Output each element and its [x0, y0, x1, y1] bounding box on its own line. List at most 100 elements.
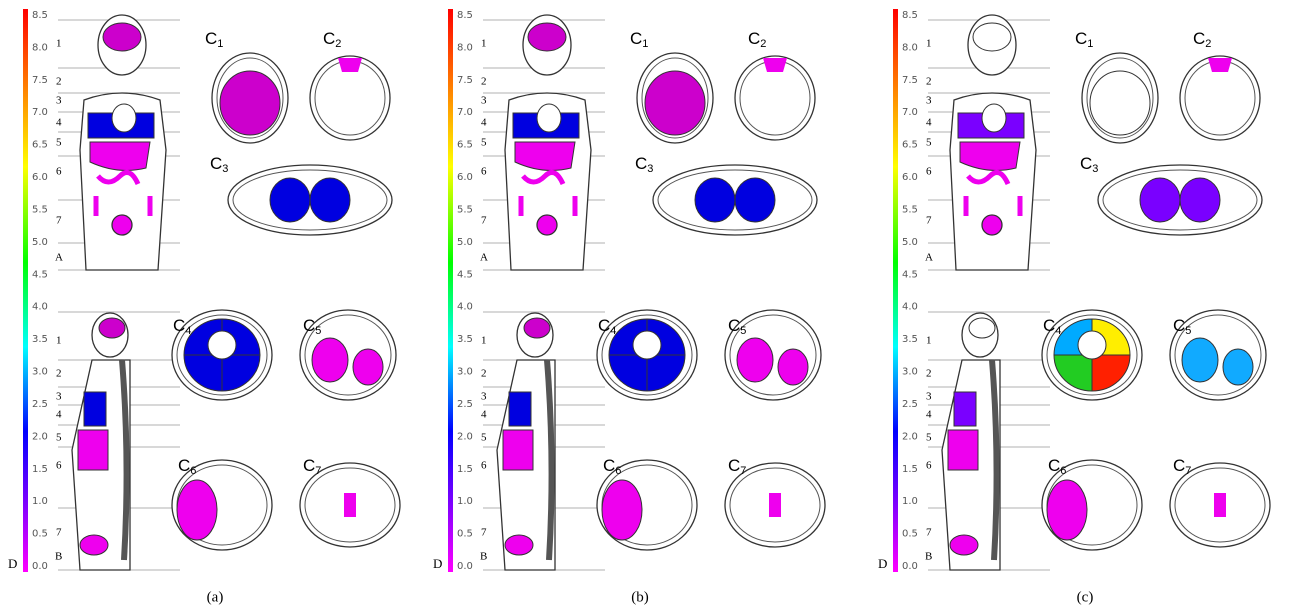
pelvis [80, 535, 108, 555]
scale-label: 1.5 [32, 464, 48, 475]
section-letter: C [1048, 456, 1060, 475]
scale-label: 8.0 [902, 42, 918, 53]
section-sub: 3 [647, 163, 653, 175]
color-scale [448, 9, 453, 572]
scale-label: 2.0 [902, 431, 918, 442]
scale-label: 8.5 [32, 10, 48, 21]
section-letter: C [630, 29, 642, 48]
pelvis [537, 215, 557, 235]
section-letter: C [303, 316, 315, 335]
row-label: 3 [481, 391, 487, 403]
scale-label: 5.0 [32, 237, 48, 248]
section-letter: C [178, 456, 190, 475]
section-sub: 1 [1087, 38, 1093, 50]
scale-label: 7.0 [457, 107, 473, 118]
view-letter: A [925, 252, 933, 264]
figure: 0.00.51.01.52.02.53.03.54.04.55.05.56.06… [0, 0, 1289, 611]
organ [344, 493, 356, 517]
lung [1180, 178, 1220, 222]
row-label: 6 [926, 460, 932, 472]
row-label: 1 [56, 335, 62, 347]
scale-label: 1.5 [902, 464, 918, 475]
section-sub: 7 [315, 465, 321, 477]
section-label: C3 [635, 154, 653, 174]
scale-label: 0.0 [457, 561, 473, 572]
row-label: 1 [926, 335, 932, 347]
section-sub: 7 [740, 465, 746, 477]
scale-label: 1.0 [32, 496, 48, 507]
row-label: 7 [56, 527, 62, 539]
row-label: 6 [481, 166, 487, 178]
section-letter: C [728, 456, 740, 475]
scale-label: 1.0 [457, 496, 473, 507]
scale-label: 6.0 [457, 172, 473, 183]
section-label: C2 [1193, 29, 1211, 49]
row-label: 3 [481, 95, 487, 107]
section-sub: 2 [335, 38, 341, 50]
row-label: 3 [56, 391, 62, 403]
view-letter: A [480, 252, 488, 264]
row-label: 5 [926, 432, 932, 444]
scale-label: 0.0 [32, 561, 48, 572]
section-letter: C [205, 29, 217, 48]
section-sub: 1 [217, 38, 223, 50]
pelvis [505, 535, 533, 555]
scale-label: 6.0 [902, 172, 918, 183]
section-letter: C [728, 316, 740, 335]
pelvis [950, 535, 978, 555]
section-letter: C [748, 29, 760, 48]
panel: 0.00.51.01.52.02.53.03.54.04.55.05.56.06… [8, 9, 400, 605]
liver [602, 480, 642, 540]
pelvis [982, 215, 1002, 235]
row-label: 3 [926, 95, 932, 107]
scale-label: 6.0 [32, 172, 48, 183]
scale-label: 7.5 [32, 75, 48, 86]
brain [103, 23, 141, 51]
section-label: C4 [173, 316, 191, 336]
scale-label: 8.5 [457, 10, 473, 21]
lung [353, 349, 383, 385]
lungs [954, 392, 976, 426]
scale-label: 2.5 [32, 399, 48, 410]
scale-label: 5.5 [457, 204, 473, 215]
view-letter: B [925, 551, 932, 563]
lung [735, 178, 775, 222]
scale-label: 7.0 [32, 107, 48, 118]
panel: 0.00.51.01.52.02.53.03.54.04.55.05.56.06… [433, 9, 825, 605]
row-label: 3 [56, 95, 62, 107]
row-label: 5 [481, 137, 487, 149]
lung [270, 178, 310, 222]
heart [208, 331, 236, 359]
organ [1214, 493, 1226, 517]
row-label: 6 [56, 460, 62, 472]
section-letter: C [1043, 316, 1055, 335]
lung [1182, 338, 1218, 382]
scale-label: 3.5 [457, 334, 473, 345]
scale-label: 0.5 [457, 529, 473, 540]
section-sub: 6 [1060, 465, 1066, 477]
scale-label: 7.0 [902, 107, 918, 118]
scale-label: 5.5 [32, 204, 48, 215]
brain [524, 318, 550, 338]
abdomen [948, 430, 978, 470]
liver [90, 142, 150, 170]
row-label: 4 [926, 409, 932, 421]
brain [973, 23, 1011, 51]
organ [763, 58, 787, 72]
row-label: 7 [926, 527, 932, 539]
scale-label: 2.0 [457, 431, 473, 442]
scale-label: 6.5 [457, 140, 473, 151]
lung [737, 338, 773, 382]
brain [220, 71, 280, 135]
scale-label: 0.5 [32, 529, 48, 540]
row-label: 5 [56, 137, 62, 149]
abdomen [78, 430, 108, 470]
color-scale [893, 9, 898, 572]
section-letter: C [303, 456, 315, 475]
section-sub: 6 [190, 465, 196, 477]
brain [1090, 71, 1150, 135]
heart [112, 104, 136, 132]
scale-label: 7.5 [902, 75, 918, 86]
section-label: C1 [1075, 29, 1093, 49]
row-label: 1 [481, 38, 487, 50]
